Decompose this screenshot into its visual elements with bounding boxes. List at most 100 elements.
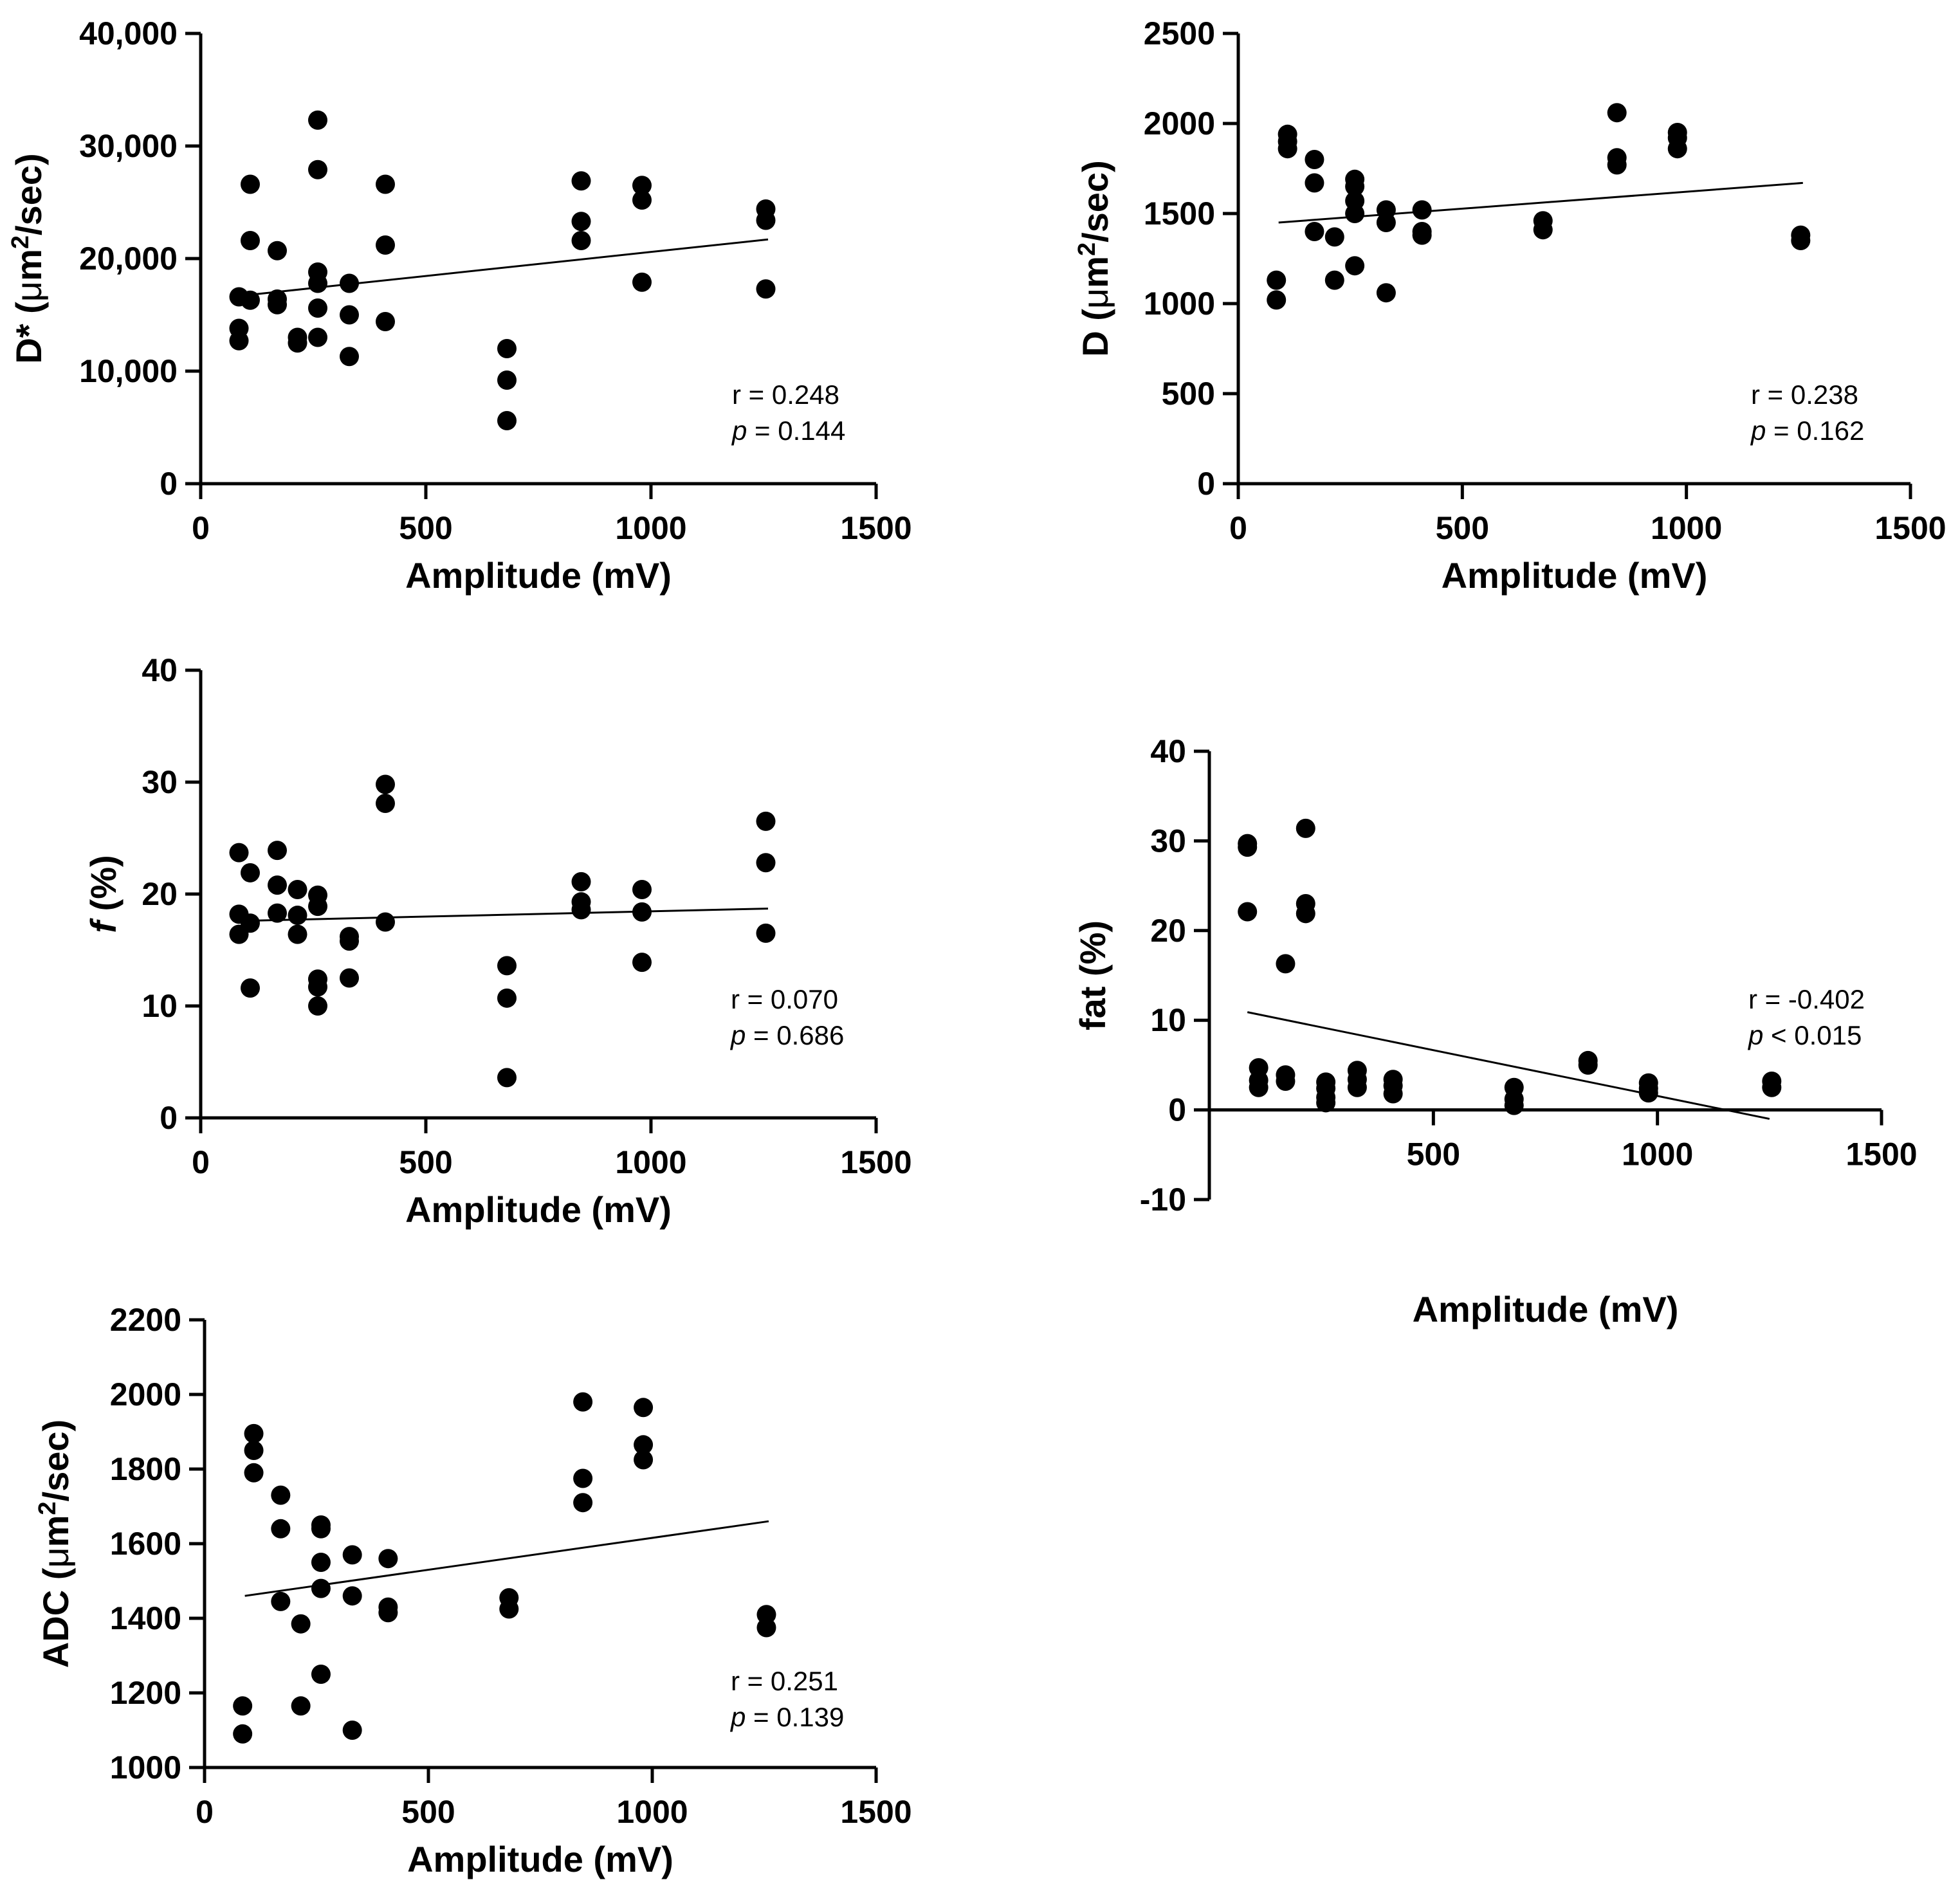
y-tick-label: 40,000 [79,15,178,51]
data-point [499,1599,519,1619]
data-point [1267,290,1287,310]
x-tick-label: 1500 [840,1794,911,1830]
data-point [271,1519,291,1539]
y-axis-title-mu: μ [35,1547,76,1567]
correlation-p-label: p = 0.139 [729,1702,844,1732]
data-point [1412,225,1432,245]
data-point [571,900,591,920]
data-point [1791,231,1811,250]
x-tick-label: 500 [399,1144,452,1180]
x-tick-label: 1000 [615,510,686,546]
data-point [571,212,591,232]
data-point [1578,1055,1598,1075]
data-point [308,996,327,1016]
correlation-r-label: r = 0.251 [731,1666,838,1696]
data-point [311,1578,331,1598]
x-tick-label: 500 [399,510,452,546]
data-point [376,235,395,255]
regression-line [241,238,769,297]
data-point [571,171,591,191]
data-point [571,231,591,250]
data-point [1412,200,1432,220]
data-point [268,241,287,260]
x-tick-label: 1000 [1651,510,1722,546]
data-point [497,1068,517,1088]
p-symbol: p [1747,1020,1763,1050]
data-point [1238,837,1258,857]
data-point [497,988,517,1008]
correlation-p-label: p = 0.162 [1750,416,1864,446]
x-tick-label: 0 [1229,510,1247,546]
x-tick-label: 0 [196,1794,214,1830]
y-tick-label: 1600 [110,1526,181,1562]
correlation-p-label: p = 0.686 [729,1020,844,1050]
data-point [573,1468,593,1488]
y-tick-label: 40 [142,652,178,688]
y-tick-label: 500 [1162,376,1215,412]
correlation-r-label: r = 0.070 [731,984,838,1014]
data-point [1278,139,1297,159]
p-value: = 0.686 [746,1020,844,1050]
data-point [308,977,327,997]
data-point [229,843,249,863]
y-axis-title-name: D* ( [8,302,49,364]
chart-d: 0 500 1000 1500 2000 2500 0 500 1000 1500 Amplitud… [1074,15,1946,596]
x-axis-title: Amplitude (mV) [405,1189,672,1230]
data-point [1347,1077,1367,1097]
p-symbol: p [1750,416,1766,446]
data-point [241,174,260,194]
data-point [376,312,395,331]
data-point [291,1696,311,1716]
data-point [308,110,327,130]
y-tick-label: 10,000 [79,353,178,389]
data-point [311,1665,331,1684]
data-point [756,210,776,230]
x-tick-label: 1000 [616,1794,688,1830]
data-point [1296,904,1315,924]
y-tick-label: 2200 [110,1302,181,1338]
data-point [1345,177,1365,196]
y-axis-title-superscript: 2 [34,1501,61,1515]
y-tick-label: 1200 [110,1675,181,1711]
data-point [378,1603,398,1623]
data-point [756,853,776,873]
y-tick-label: 0 [1168,1092,1186,1128]
data-point [308,160,327,179]
regression-line [1278,181,1803,224]
y-axis-title: ADC (μm2/sec) [34,1420,76,1668]
data-point [1504,1095,1524,1115]
x-tick-label: 500 [1407,1137,1460,1173]
y-axis-title-unit: m [1075,256,1115,288]
data-point [268,903,287,923]
data-point [244,1463,264,1483]
data-point [1376,213,1396,232]
y-axis-title-name: D ( [1075,309,1115,357]
data-point [1345,204,1365,223]
data-point [233,1724,253,1744]
regression-line [244,1520,769,1597]
data-point [311,1519,331,1539]
chart-f: 0 10 20 30 40 0 500 1000 1500 Amplitude (mV) f (%)… [83,652,912,1230]
y-tick-label: 1800 [110,1451,181,1487]
data-point [573,1493,593,1513]
y-tick-label: 0 [1197,466,1215,502]
data-point [376,174,395,194]
regression-line [1247,1011,1770,1120]
y-axis-title-superscript: 2 [7,235,34,249]
data-point [271,1591,291,1611]
data-point [756,811,776,831]
data-point [1305,173,1324,193]
chart-fat: -10 0 10 20 30 40 500 1000 1500 Amplitude (mV) fat… [1072,733,1918,1329]
regression-line [241,908,769,922]
data-point [244,1441,264,1460]
data-point [268,875,287,895]
data-point [571,872,591,891]
x-tick-label: 0 [192,1144,210,1180]
p-value: = 0.162 [1766,416,1864,446]
data-point [288,880,307,900]
data-point [1324,270,1344,290]
data-point [308,273,327,293]
x-axis-title: Amplitude (mV) [405,555,672,596]
y-tick-label: 0 [160,466,178,502]
data-point [1276,1071,1296,1091]
